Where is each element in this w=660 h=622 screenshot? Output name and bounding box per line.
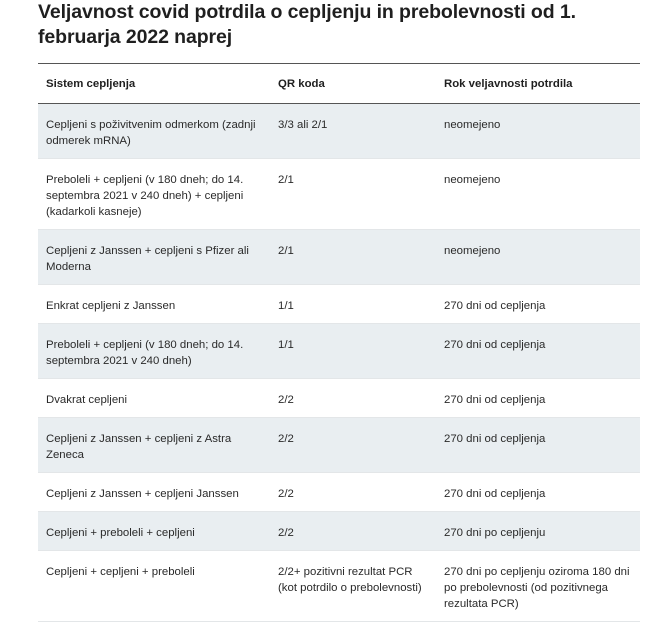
validity-table-container: Sistem cepljenja QR koda Rok veljavnosti… [38,63,640,622]
column-header-qr-code: QR koda [278,77,325,90]
cell-validity-period: neomejeno [436,229,640,285]
cell-validity-period: 270 dni od cepljenja [436,417,640,473]
cell-vaccination-system: Cepljeni s poživitvenim odmerkom (zadnji… [38,103,270,159]
column-header-vaccination-system: Sistem cepljenja [46,77,136,90]
table-row: Cepljeni + cepljeni + preboleli 2/2+ poz… [38,550,640,622]
cell-vaccination-system: Dvakrat cepljeni [38,378,270,418]
table-row: Dvakrat cepljeni 2/2 270 dni od cepljenj… [38,378,640,418]
cell-qr-code: 1/1 [270,323,436,379]
cell-qr-code: 1/1 [270,284,436,324]
cell-validity-period: 270 dni od cepljenja [436,284,640,324]
cell-vaccination-system: Cepljeni z Janssen + cepljeni Janssen [38,472,270,512]
cell-vaccination-system: Cepljeni + cepljeni + preboleli [38,550,270,622]
cell-vaccination-system: Preboleli + cepljeni (v 180 dneh; do 14.… [38,158,270,230]
cell-qr-code: 2/1 [270,229,436,285]
table-row: Cepljeni s poživitvenim odmerkom (zadnji… [38,103,640,159]
cell-validity-period: 270 dni po cepljenju oziroma 180 dni po … [436,550,640,622]
validity-table: Sistem cepljenja QR koda Rok veljavnosti… [38,63,640,622]
cell-validity-period: neomejeno [436,158,640,230]
cell-qr-code: 2/2 [270,378,436,418]
cell-vaccination-system: Cepljeni z Janssen + cepljeni z Astra Ze… [38,417,270,473]
cell-qr-code: 2/2 [270,472,436,512]
cell-validity-period: 270 dni od cepljenja [436,323,640,379]
cell-vaccination-system: Preboleli + cepljeni (v 180 dneh; do 14.… [38,323,270,379]
cell-validity-period: neomejeno [436,103,640,159]
table-row: Cepljeni z Janssen + cepljeni Janssen 2/… [38,472,640,512]
cell-qr-code: 3/3 ali 2/1 [270,103,436,159]
table-row: Cepljeni + preboleli + cepljeni 2/2 270 … [38,511,640,551]
cell-qr-code: 2/2+ pozitivni rezultat PCR (kot potrdil… [270,550,436,622]
table-header-row: Sistem cepljenja QR koda Rok veljavnosti… [38,63,640,104]
table-row: Preboleli + cepljeni (v 180 dneh; do 14.… [38,323,640,379]
cell-qr-code: 2/2 [270,417,436,473]
page-title: Veljavnost covid potrdila o cepljenju in… [38,1,576,48]
cell-validity-period: 270 dni od cepljenja [436,472,640,512]
table-row: Cepljeni z Janssen + cepljeni z Astra Ze… [38,417,640,473]
table-row: Cepljeni z Janssen + cepljeni s Pfizer a… [38,229,640,285]
cell-qr-code: 2/2 [270,511,436,551]
cell-validity-period: 270 dni po cepljenju [436,511,640,551]
table-row: Enkrat cepljeni z Janssen 1/1 270 dni od… [38,284,640,324]
cell-vaccination-system: Enkrat cepljeni z Janssen [38,284,270,324]
cell-vaccination-system: Cepljeni z Janssen + cepljeni s Pfizer a… [38,229,270,285]
table-row: Preboleli + cepljeni (v 180 dneh; do 14.… [38,158,640,230]
cell-qr-code: 2/1 [270,158,436,230]
column-header-validity-period: Rok veljavnosti potrdila [444,77,573,90]
cell-vaccination-system: Cepljeni + preboleli + cepljeni [38,511,270,551]
cell-validity-period: 270 dni od cepljenja [436,378,640,418]
